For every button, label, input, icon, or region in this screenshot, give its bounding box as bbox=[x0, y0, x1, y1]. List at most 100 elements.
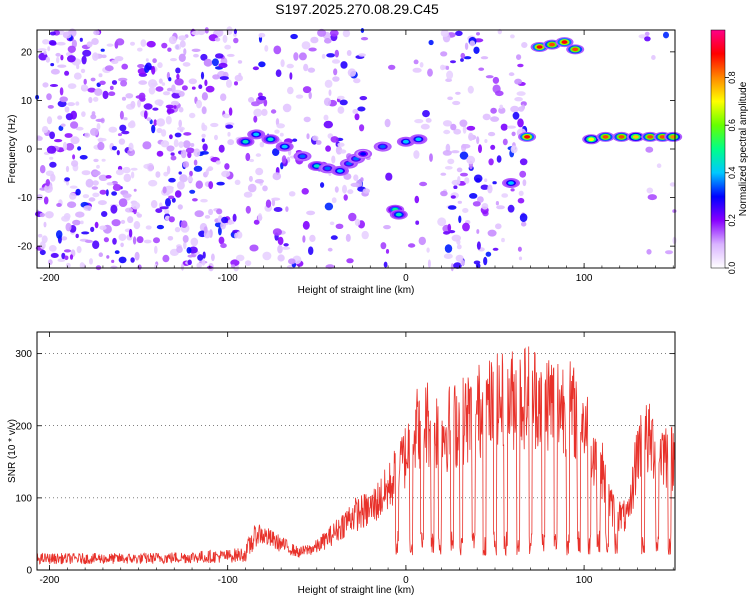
spectrogram-cell bbox=[186, 247, 192, 254]
spectrogram-cell bbox=[247, 183, 257, 193]
spectrogram-cell bbox=[196, 99, 202, 109]
spectrogram-cell bbox=[354, 218, 361, 226]
colorbar-tick-label: 0.4 bbox=[727, 167, 737, 180]
spectrogram-cell bbox=[99, 80, 106, 86]
spectrogram-cell bbox=[120, 242, 124, 248]
spectrogram-cell bbox=[166, 145, 175, 152]
spectrogram-cell bbox=[248, 97, 255, 103]
spectrogram-cell bbox=[255, 153, 262, 157]
spectrogram-cell bbox=[326, 53, 335, 58]
spectrogram-cell bbox=[481, 203, 489, 210]
spectrogram-cell bbox=[215, 160, 221, 165]
spectrogram-cell bbox=[281, 246, 291, 250]
spectrogram-cell bbox=[177, 204, 183, 210]
spectrogram-cell bbox=[146, 117, 152, 122]
spectrogram-cell bbox=[202, 251, 206, 259]
spectrogram-cell bbox=[442, 150, 452, 156]
spectrogram-cell bbox=[168, 177, 176, 183]
spectrogram-cell bbox=[446, 70, 454, 80]
spectrogram-cell bbox=[447, 158, 455, 165]
spectrogram-cell bbox=[208, 181, 214, 190]
spectrogram-cell bbox=[132, 236, 137, 245]
spectrogram-cell bbox=[73, 72, 82, 80]
spectrogram-cell bbox=[136, 236, 144, 244]
spectrogram-cell bbox=[130, 167, 138, 171]
spectrogram-cell bbox=[200, 198, 208, 203]
spectrogram-cell bbox=[414, 195, 420, 204]
spectrogram-cell bbox=[264, 45, 269, 52]
spectrogram-cell bbox=[273, 45, 282, 55]
spectrogram-cell bbox=[48, 245, 57, 252]
spectrogram-cell bbox=[464, 42, 469, 50]
spectrogram-cell bbox=[361, 230, 369, 240]
spectrogram-cell bbox=[288, 191, 296, 197]
spectrogram-cell bbox=[106, 43, 114, 47]
spectrogram-cell bbox=[197, 254, 204, 261]
figure-title: S197.2025.270.08.29.C45 bbox=[275, 1, 439, 17]
spectrogram-cell bbox=[331, 59, 341, 64]
spectrogram-cell bbox=[437, 217, 447, 227]
spectrogram-cell bbox=[102, 90, 109, 100]
spectrogram-cell bbox=[133, 221, 141, 230]
spectrogram-cell bbox=[119, 124, 127, 132]
spectrogram-cell bbox=[646, 249, 652, 255]
spectrogram-cell bbox=[167, 236, 174, 241]
spectrogram-cell bbox=[142, 141, 152, 150]
spectrogram-cell bbox=[162, 186, 167, 194]
snr-x-tick-label: 100 bbox=[576, 575, 593, 586]
spectrogram-cell bbox=[519, 158, 528, 166]
spectrogram-cell bbox=[101, 158, 106, 162]
spectrogram-cell bbox=[353, 174, 359, 181]
spectrogram-cell bbox=[38, 233, 43, 238]
spectrogram-cell bbox=[227, 131, 231, 137]
spectrogram-cell bbox=[498, 107, 506, 114]
spectrogram-cell bbox=[490, 144, 496, 150]
spectrogram-cell bbox=[518, 190, 524, 196]
spectrogram-cell bbox=[455, 91, 461, 95]
snr-y-tick-label: 0 bbox=[26, 566, 32, 577]
spectrogram-cell bbox=[154, 263, 158, 270]
spectrogram-ridge bbox=[602, 135, 609, 139]
spectrogram-cell bbox=[323, 97, 332, 107]
spectrogram-cell bbox=[221, 170, 231, 178]
spectrogram-cell bbox=[510, 34, 515, 39]
spectrogram-cell bbox=[189, 170, 193, 177]
spectrogram-cell bbox=[125, 93, 134, 99]
spectrogram-cell bbox=[252, 66, 259, 71]
spectrogram-cell bbox=[194, 210, 204, 218]
spectrogram-cell bbox=[170, 100, 180, 106]
spectrogram-cell bbox=[226, 79, 232, 88]
spectrogram-cell bbox=[517, 246, 522, 252]
spectrogram-ridge bbox=[379, 144, 386, 149]
spectrogram-cell bbox=[201, 259, 206, 266]
spectrogram-ridge bbox=[242, 139, 249, 144]
spectrogram-cell bbox=[168, 216, 175, 223]
spectrogram-cell bbox=[273, 207, 283, 212]
spectrogram-cell bbox=[383, 225, 391, 230]
spectrogram-cell bbox=[384, 118, 391, 128]
spectrogram-cell bbox=[232, 213, 237, 222]
spectrogram-cell bbox=[112, 237, 117, 245]
spectrogram-cell bbox=[453, 128, 462, 135]
spectrogram-cell bbox=[178, 119, 182, 128]
spectrogram-cell bbox=[111, 59, 119, 64]
spectrogram-cell bbox=[517, 197, 525, 204]
spectrogram-cell bbox=[258, 95, 267, 101]
spectrogram-ridge bbox=[299, 154, 306, 159]
spectrogram-cell bbox=[235, 254, 245, 262]
spectrogram-cell bbox=[174, 226, 181, 233]
spectrogram-cell bbox=[111, 80, 118, 85]
spectrogram-cell bbox=[516, 54, 522, 60]
spectrogram-cell bbox=[50, 253, 59, 258]
spectrogram-cell bbox=[63, 249, 72, 253]
spectrogram-cell bbox=[329, 221, 335, 226]
spectrogram-cell bbox=[328, 89, 332, 96]
spectrogram-cell bbox=[290, 33, 298, 40]
spectrogram-y-tick-label: 10 bbox=[21, 96, 33, 107]
snr-x-ticks: -200 -100 0 100 bbox=[39, 332, 674, 586]
spectrogram-cell bbox=[380, 242, 387, 250]
spectrogram-cell bbox=[86, 41, 93, 48]
spectrogram-ridge bbox=[267, 137, 274, 142]
spectrogram-cell bbox=[255, 167, 264, 176]
spectrogram-cell bbox=[118, 138, 126, 145]
